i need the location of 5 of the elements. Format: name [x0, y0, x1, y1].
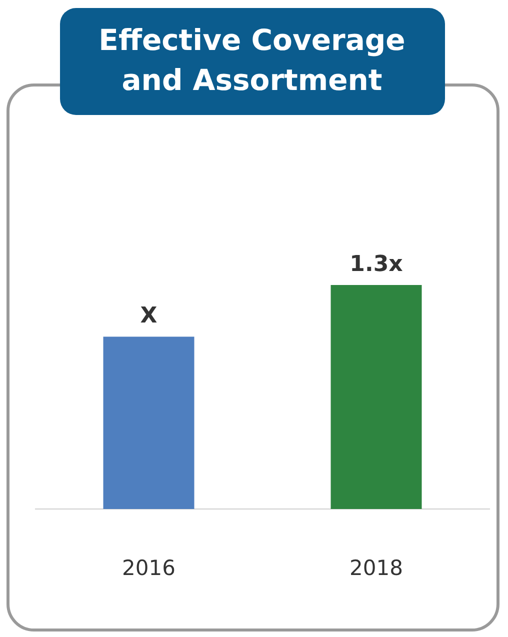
chart-title: Effective Coverage and Assortment	[98, 23, 406, 97]
data-label: 1.3x	[350, 252, 403, 277]
data-label: X	[140, 304, 158, 329]
x-tick-label: 2018	[350, 556, 403, 580]
x-tick-label: 2016	[122, 556, 176, 580]
